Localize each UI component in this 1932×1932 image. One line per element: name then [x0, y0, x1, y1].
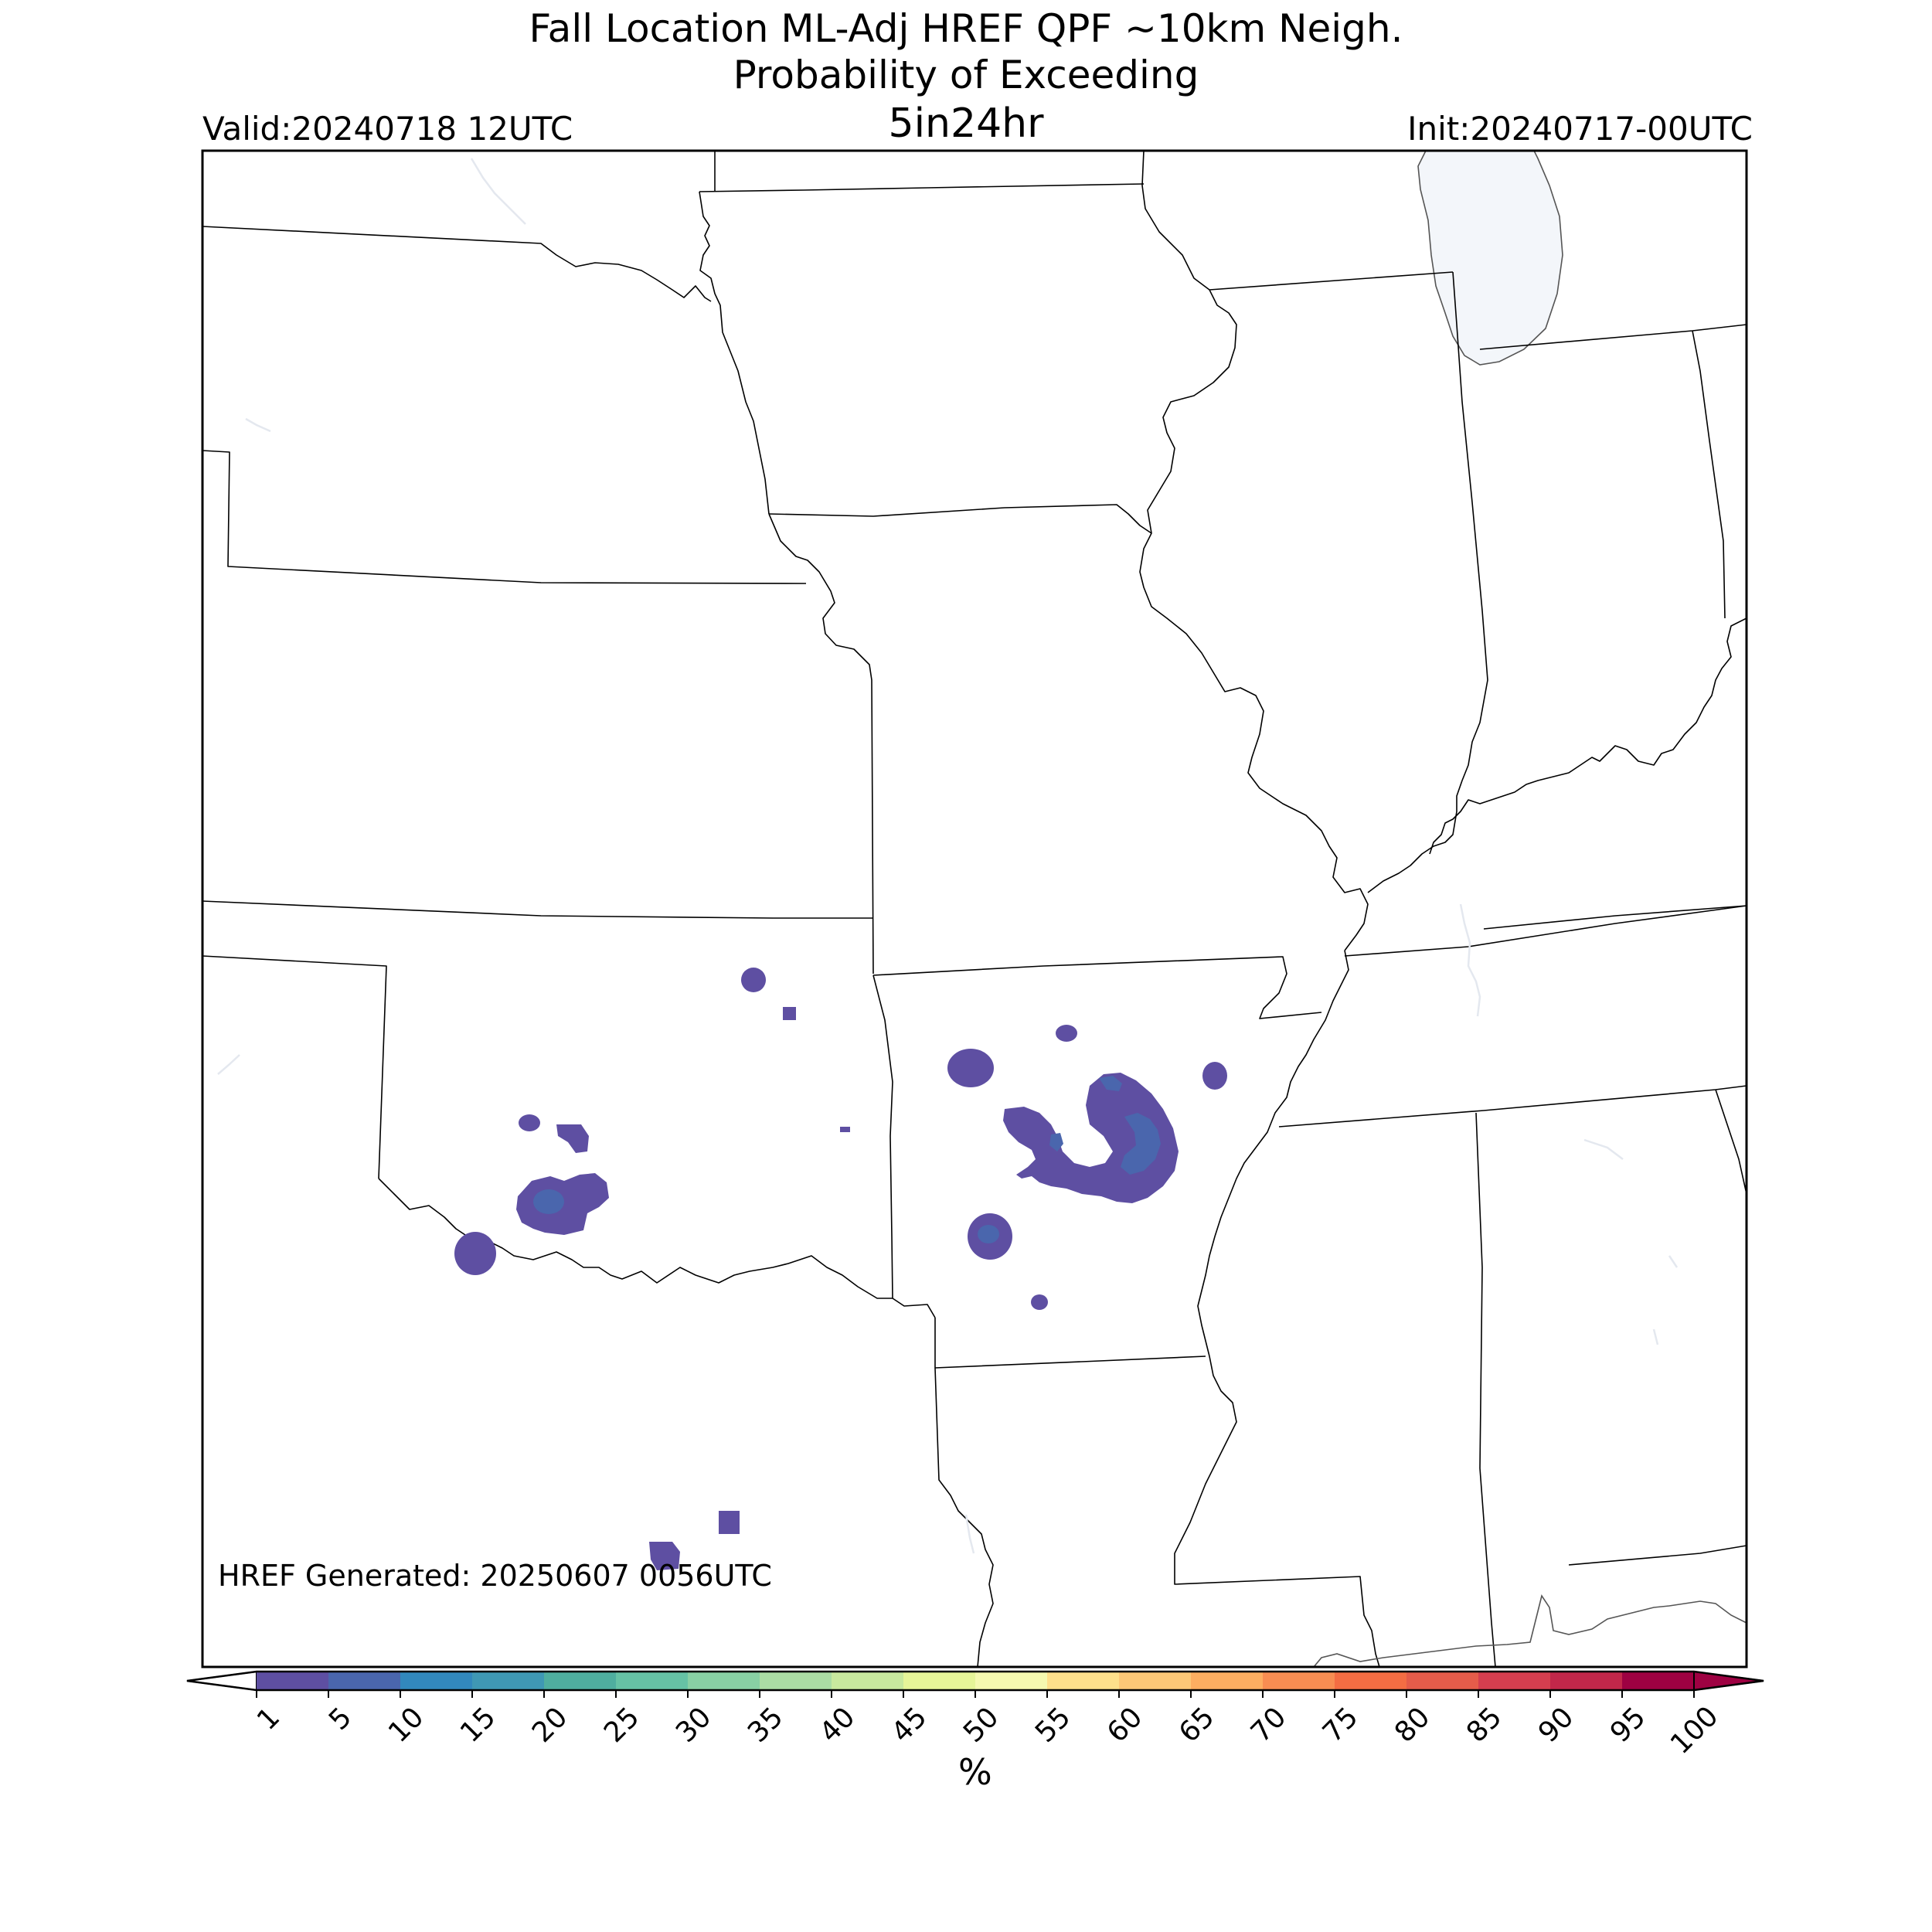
lake-michigan [1417, 151, 1563, 366]
colorbar-segment [1119, 1672, 1192, 1690]
border-mo-ar [872, 956, 1322, 1019]
probability-region [1202, 1062, 1227, 1090]
border-ar-la [934, 1355, 1206, 1369]
probability-region [1121, 1113, 1161, 1175]
border-ar-tx [934, 1318, 994, 1667]
title-line-1: Fall Location ML-Adj HREF QPF ~10km Neig… [529, 6, 1403, 51]
border-al-ga [1715, 1089, 1747, 1195]
border-wi-mn [1141, 151, 1454, 291]
border-tn-ms-al [1278, 1085, 1747, 1128]
border-in-oh [1692, 330, 1726, 619]
colorbar-segment [544, 1672, 617, 1690]
border-ms-al [1475, 1112, 1496, 1667]
border-ok-tx-river [378, 1178, 936, 1318]
border-oh-river [1429, 617, 1747, 855]
colorbar-segment [975, 1672, 1048, 1690]
border-ia-mo [768, 504, 1152, 534]
probability-region [519, 1114, 540, 1131]
colorbar [186, 1670, 1764, 1698]
generated-time-label: HREF Generated: 20250607 0056UTC [218, 1559, 772, 1593]
border-mo-il-ky [1197, 950, 1349, 1357]
border-ne-ks [202, 450, 807, 584]
border-ne-sd [202, 226, 712, 302]
border-mi-in [1479, 324, 1747, 350]
valid-time-label: Valid:20240718 12UTC [202, 110, 573, 148]
probability-region [1099, 1076, 1122, 1091]
border-al-fl [1568, 1545, 1747, 1566]
title-line-2: Probability of Exceeding [733, 53, 1199, 97]
colorbar-segment [1047, 1672, 1120, 1690]
probability-region [649, 1542, 680, 1570]
init-time-label: Init:20240717-00UTC [1407, 110, 1753, 148]
colorbar-segment [400, 1672, 473, 1690]
border-ia-il-river [1139, 289, 1369, 951]
colorbar-segment [1263, 1672, 1335, 1690]
probability-region [1049, 1133, 1063, 1151]
colorbar-segment [1335, 1672, 1407, 1690]
border-ms-river-south [1174, 1355, 1380, 1667]
colorbar-segment [760, 1672, 832, 1690]
border-ok-panhandle [202, 955, 387, 1179]
plot-frame [201, 149, 1748, 1668]
probability-region [978, 1225, 999, 1243]
probability-region [556, 1124, 589, 1153]
colorbar-segment [903, 1672, 976, 1690]
probability-region [1056, 1025, 1077, 1042]
colorbar-segment [1406, 1672, 1479, 1690]
probability-region [533, 1189, 564, 1214]
colorbar-segment [472, 1672, 545, 1690]
border-mo-ks [768, 513, 874, 975]
colorbar-under-triangle [186, 1670, 257, 1692]
probability-region [741, 968, 766, 992]
border-ia-west [699, 191, 770, 515]
probability-region [719, 1511, 740, 1534]
colorbar-unit-label: % [958, 1751, 992, 1793]
colorbar-segment [1622, 1672, 1695, 1690]
colorbar-segment [1550, 1672, 1623, 1690]
border-ok-ar [872, 975, 893, 1299]
border-ia-mn [699, 183, 1145, 192]
gulf-coast [1313, 1594, 1747, 1667]
probability-region [783, 1007, 796, 1020]
border-ks-ok [202, 900, 873, 919]
border-ky-tn-east [1483, 905, 1747, 930]
probability-region [840, 1127, 850, 1132]
probability-region [1031, 1294, 1048, 1310]
border-il-in [1367, 271, 1488, 893]
probability-region [947, 1049, 994, 1087]
colorbar-segment [257, 1672, 329, 1690]
colorbar-segment [328, 1672, 401, 1690]
title-line-3: 5in24hr [888, 100, 1044, 147]
colorbar-segment [616, 1672, 689, 1690]
colorbar-over-triangle [1693, 1670, 1764, 1692]
border-ky-tn [1344, 905, 1747, 957]
colorbar-segment [1191, 1672, 1264, 1690]
colorbar-segment [1478, 1672, 1551, 1690]
probability-region [454, 1232, 496, 1275]
colorbar-segment [832, 1672, 904, 1690]
colorbar-segment [688, 1672, 760, 1690]
